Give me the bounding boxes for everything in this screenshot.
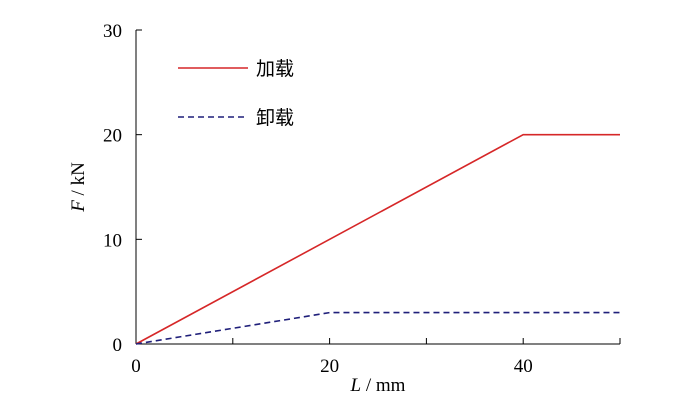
x-tick-label: 20 xyxy=(320,356,339,377)
x-tick-label: 40 xyxy=(514,356,533,377)
legend-label-loading: 加载 xyxy=(256,58,294,80)
x-axis-variable: L xyxy=(350,375,362,396)
x-tick-label: 0 xyxy=(131,356,141,377)
y-axis-unit: / kN xyxy=(68,162,89,200)
series-line-unloading xyxy=(135,311,620,345)
x-axis-label: L / mm xyxy=(350,375,406,396)
series-layer xyxy=(135,133,620,345)
y-axis-label: F / kN xyxy=(68,162,89,213)
y-tick-label: 30 xyxy=(103,21,122,42)
y-axis-variable: F xyxy=(68,200,89,213)
y-tick-label: 20 xyxy=(103,126,122,147)
tick-labels: 0 10 20 30 0 20 40 xyxy=(103,21,533,377)
legend: 加载 卸载 xyxy=(178,58,294,129)
y-tick-label: 0 xyxy=(113,335,123,356)
axes xyxy=(135,30,620,345)
series-line-loading xyxy=(135,133,620,345)
x-axis-unit: / mm xyxy=(361,375,406,396)
y-tick-label: 10 xyxy=(103,230,122,251)
legend-label-unloading: 卸载 xyxy=(256,107,294,129)
ticks xyxy=(135,29,621,345)
